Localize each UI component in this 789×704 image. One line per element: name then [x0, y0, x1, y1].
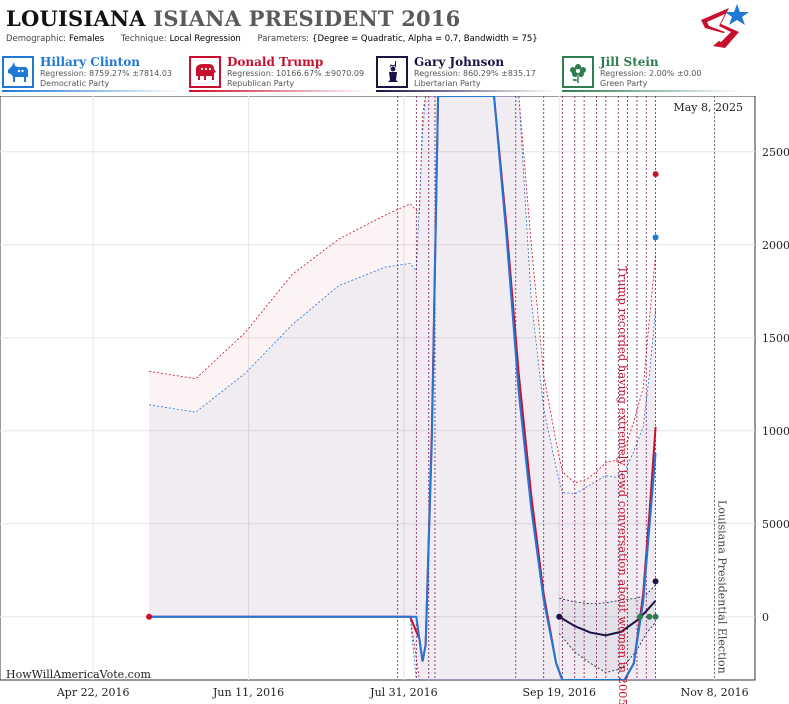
legend-underline: [562, 90, 742, 92]
legend-underline: [376, 90, 556, 92]
param-key: Technique:: [120, 34, 167, 44]
x-tick-label: Jun 11, 2016: [212, 686, 284, 699]
chart-header: LOUISIANA ISIANA PRESIDENT 2016 Demograp…: [0, 0, 789, 96]
x-tick-label: Sep 19, 2016: [522, 686, 596, 699]
poll-point: [556, 613, 563, 620]
legend-party: Democratic Party: [40, 79, 110, 88]
legend-regression: Regression: 2.00% ±0.00: [600, 69, 702, 78]
poll-point: [146, 613, 153, 620]
x-tick-label: Nov 8, 2016: [681, 686, 749, 699]
elephant-icon: [189, 56, 221, 88]
band-upper: [149, 96, 656, 484]
legend-regression: Regression: 860.29% ±835.17: [414, 69, 536, 78]
poll-point: [652, 613, 659, 620]
param-key: Demographic:: [6, 34, 67, 44]
legend-name: Hillary Clinton: [40, 55, 140, 69]
series-line: [558, 600, 657, 637]
regression-lines: [149, 96, 657, 680]
x-axis: Apr 22, 2016 Jun 11, 2016 Jul 31, 2016 Sep …: [56, 686, 749, 699]
regression-chart: Trump recorded having extremely lewd con…: [0, 96, 789, 704]
annotation-label: Louisiana Presidential Election: [716, 500, 729, 674]
page-title: LOUISIANA ISIANA PRESIDENT 2016: [6, 6, 460, 31]
band-upper: [149, 96, 656, 495]
x-tick-label: Jul 31, 2016: [369, 686, 438, 699]
legend-name: Donald Trump: [227, 55, 324, 69]
confidence-band: [149, 96, 656, 680]
site-logo-icon: [701, 4, 749, 48]
title-state: LOUISIANA: [6, 6, 146, 31]
confidence-band: [559, 585, 656, 673]
band-lower: [558, 622, 656, 673]
poll-point: [646, 613, 653, 620]
series-end-point: [652, 578, 659, 585]
annotation-label: Trump recorded having extremely lewd con…: [616, 266, 630, 704]
annotations: Trump recorded having extremely lewd con…: [616, 96, 729, 704]
legend-party: Libertarian Party: [414, 79, 481, 88]
legend-name: Gary Johnson: [414, 55, 505, 69]
legend-party: Republican Party: [227, 79, 295, 88]
poll-points: [146, 171, 659, 620]
param-value: Females: [69, 34, 105, 44]
watermark-text: HowWillAmericaVote.com: [6, 668, 151, 681]
legend-item-clinton: Hillary Clinton Regression: 8759.27% ±78…: [2, 54, 182, 92]
confidence-band: [149, 96, 656, 680]
legend-underline: [189, 90, 369, 92]
series-end-point: [652, 171, 659, 178]
y-tick-label: 15000: [762, 332, 789, 345]
series-end-point: [652, 234, 659, 241]
legend-item-stein: Jill Stein Regression: 2.00% ±0.00 Green…: [562, 54, 742, 92]
donkey-icon: [2, 56, 34, 88]
poll-date-lines: [397, 96, 656, 680]
plot-area: [0, 96, 756, 681]
current-date-label: May 8, 2025: [673, 101, 743, 114]
y-tick-label: 25000: [762, 146, 789, 159]
param-key: Parameters:: [257, 34, 310, 44]
y-tick-label: 20000: [762, 239, 789, 252]
legend-item-johnson: Gary Johnson Regression: 860.29% ±835.17…: [376, 54, 556, 92]
y-tick-label: 10000: [762, 425, 789, 438]
confidence-bands: [149, 96, 656, 680]
flower-icon: [562, 56, 594, 88]
y-axis: 0 5000 10000 15000 20000 25000: [762, 146, 789, 624]
series-line: [149, 96, 657, 680]
param-value: {Degree = Quadratic, Alpha = 0.7, Bandwi…: [312, 34, 538, 44]
parameters-line: Demographic: Females Technique: Local Regr…: [6, 34, 552, 44]
poll-point: [637, 613, 644, 620]
legend-regression: Regression: 8759.27% ±7814.03: [40, 69, 173, 78]
legend-regression: Regression: 10166.67% ±9070.09: [227, 69, 365, 78]
param-value: Local Regression: [169, 34, 241, 44]
legend-name: Jill Stein: [600, 55, 659, 69]
y-tick-label: 0: [762, 611, 769, 624]
legend-underline: [2, 90, 182, 92]
legend-item-trump: Donald Trump Regression: 10166.67% ±9070…: [189, 54, 369, 92]
x-tick-label: Apr 22, 2016: [56, 686, 130, 699]
legend-party: Green Party: [600, 79, 648, 88]
title-race: ISIANA PRESIDENT 2016: [153, 6, 461, 31]
statue-of-liberty-icon: [376, 56, 408, 88]
y-tick-label: 5000: [762, 518, 789, 531]
